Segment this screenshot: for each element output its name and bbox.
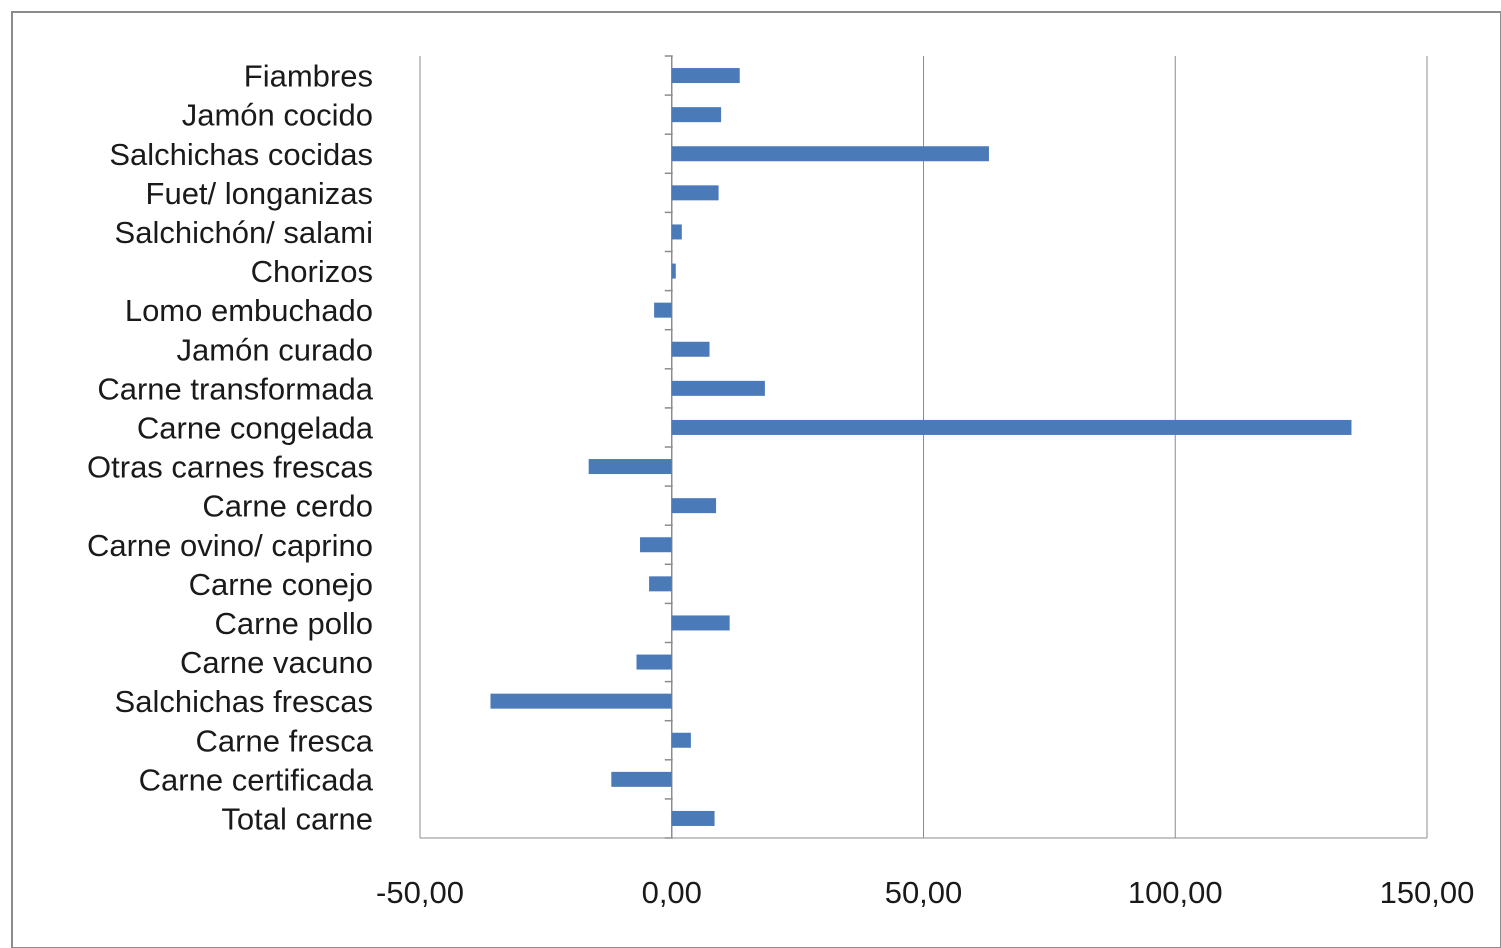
bar-5	[671, 263, 676, 279]
bar-14	[671, 615, 730, 631]
bar-16	[490, 693, 672, 709]
bar-15	[636, 654, 672, 670]
category-label-16: Salchichas frescas	[115, 684, 373, 719]
bar-8	[671, 380, 765, 396]
category-label-19: Total carne	[221, 801, 373, 836]
category-label-8: Carne transformada	[97, 371, 373, 406]
category-label-13: Carne conejo	[189, 567, 373, 602]
bar-10	[588, 459, 672, 475]
category-label-10: Otras carnes frescas	[87, 450, 373, 485]
category-label-0: Fiambres	[244, 59, 373, 94]
category-labels: Fiambres Jamón cocido Salchichas cocidas Fu…	[87, 59, 374, 837]
tick-label-0: -50,00	[376, 875, 464, 910]
category-label-5: Chorizos	[251, 254, 373, 289]
category-label-7: Jamón curado	[177, 332, 373, 367]
bar-18	[611, 771, 672, 787]
bar-0	[671, 68, 740, 84]
category-label-2: Salchichas cocidas	[109, 137, 373, 172]
bar-7	[671, 341, 710, 357]
bar-4	[671, 224, 682, 240]
bar-12	[640, 537, 672, 553]
bar-9	[671, 419, 1352, 435]
category-label-14: Carne pollo	[214, 606, 373, 641]
bar-6	[654, 302, 672, 318]
bar-13	[649, 576, 672, 592]
bars	[490, 68, 1352, 826]
category-label-1: Jamón cocido	[182, 98, 373, 133]
bar-17	[671, 732, 691, 748]
tick-label-4: 150,00	[1380, 875, 1475, 910]
category-label-3: Fuet/ longanizas	[146, 176, 373, 211]
category-axis	[664, 55, 673, 839]
tick-label-1: 0,00	[642, 875, 702, 910]
tick-label-2: 50,00	[885, 875, 963, 910]
tick-label-3: 100,00	[1128, 875, 1223, 910]
category-label-12: Carne ovino/ caprino	[87, 528, 373, 563]
bar-3	[671, 185, 719, 201]
category-label-9: Carne congelada	[137, 410, 374, 445]
category-label-6: Lomo embuchado	[125, 293, 373, 328]
bar-11	[671, 498, 717, 514]
gridlines	[419, 56, 1428, 839]
category-label-18: Carne certificada	[139, 762, 374, 797]
bar-2	[671, 146, 989, 162]
value-axis-tick-labels: -50,00 0,00 50,00 100,00 150,00	[376, 875, 1474, 910]
chart-frame-border	[11, 11, 1501, 948]
category-label-17: Carne fresca	[196, 723, 374, 758]
bar-1	[671, 107, 722, 123]
category-label-11: Carne cerdo	[202, 489, 373, 524]
category-label-4: Salchichón/ salami	[115, 215, 373, 250]
bar-19	[671, 810, 715, 826]
category-label-15: Carne vacuno	[180, 645, 373, 680]
